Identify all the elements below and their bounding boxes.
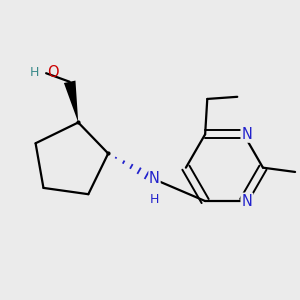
Text: N: N xyxy=(242,127,252,142)
Text: O: O xyxy=(47,64,59,80)
Text: N: N xyxy=(242,194,252,208)
Text: N: N xyxy=(149,171,160,186)
Text: H: H xyxy=(29,66,39,79)
Polygon shape xyxy=(64,81,78,122)
Text: H: H xyxy=(150,193,159,206)
